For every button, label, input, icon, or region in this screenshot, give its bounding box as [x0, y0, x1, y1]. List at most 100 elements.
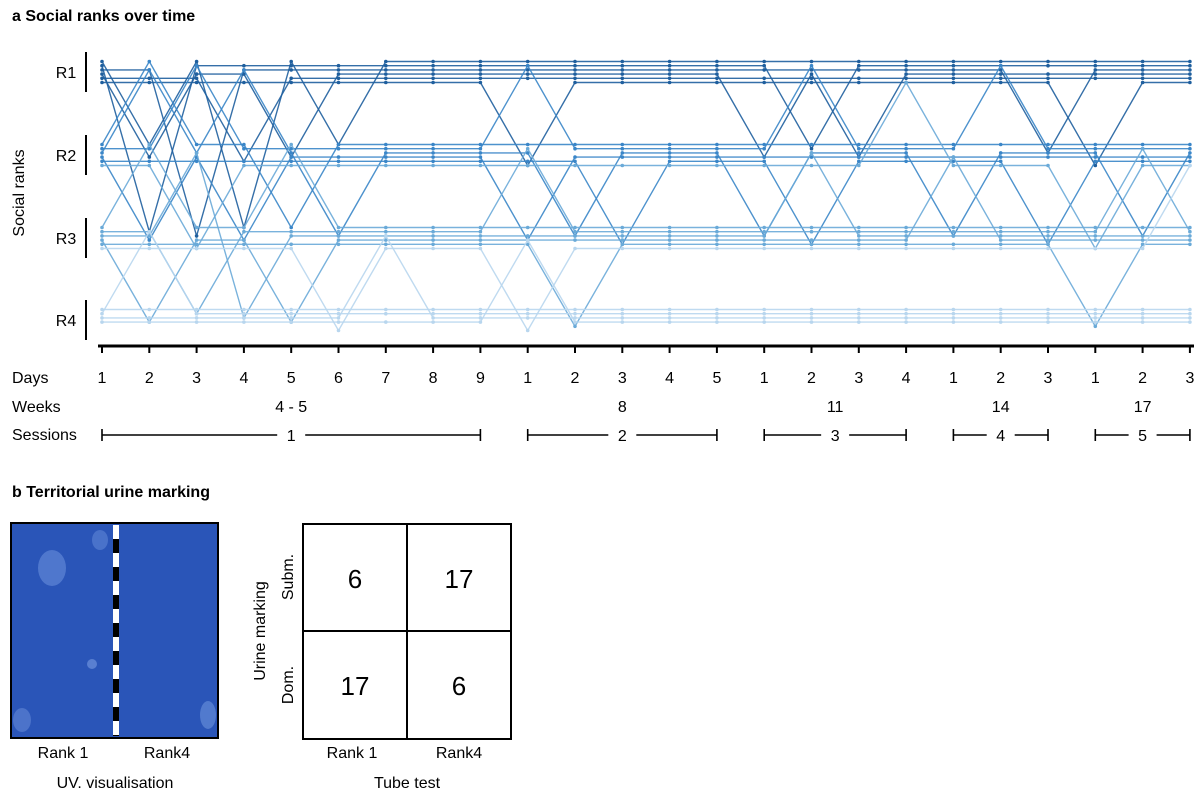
rank-point	[289, 80, 294, 85]
rank-point	[904, 142, 908, 147]
rank-point	[1046, 59, 1050, 64]
rank-point	[289, 246, 294, 251]
rank-point	[998, 307, 1003, 312]
rank-point	[1046, 155, 1050, 159]
rank-point	[762, 163, 766, 168]
rank-point	[336, 234, 341, 238]
rank-point	[1046, 234, 1050, 238]
rank-point	[147, 142, 152, 147]
rank-point	[1140, 146, 1145, 151]
rank-point	[1188, 63, 1192, 68]
rank-point	[100, 80, 104, 85]
rank-point	[998, 316, 1003, 320]
week-label: 8	[618, 399, 627, 416]
rank-point	[384, 146, 388, 151]
rank-point	[857, 76, 861, 81]
rank-point	[100, 151, 104, 155]
rank-point	[809, 229, 814, 234]
rank-point	[573, 238, 577, 242]
rank-point	[620, 68, 625, 72]
rank-point	[715, 246, 719, 251]
day-label: 6	[334, 370, 343, 387]
rank-point	[1140, 72, 1145, 76]
rank-point	[100, 307, 104, 312]
rank-point	[809, 311, 814, 316]
rank-point	[194, 225, 199, 230]
rank-point	[336, 142, 341, 147]
rank-point	[147, 80, 152, 85]
rank-point	[336, 242, 341, 247]
rank-point	[1093, 311, 1098, 316]
rank-point	[1188, 163, 1192, 168]
rank-point	[667, 59, 672, 64]
rank-point	[1140, 163, 1145, 168]
rank-point	[857, 242, 861, 247]
week-label: 17	[1134, 399, 1152, 416]
rank-point	[762, 76, 766, 81]
table-x-label: Tube test	[374, 775, 441, 792]
rank-point	[620, 151, 625, 155]
rank-point	[289, 229, 294, 234]
rank-point	[951, 142, 956, 147]
rank-point	[336, 316, 341, 320]
rank-point	[147, 234, 152, 238]
rank-point	[762, 316, 766, 320]
rank-point	[478, 59, 483, 64]
rank-point	[1188, 234, 1192, 238]
panel-a-title: a Social ranks over time	[12, 8, 196, 25]
rank-point	[525, 59, 530, 64]
day-label: 3	[854, 370, 863, 387]
rank-point	[762, 59, 766, 64]
rank-point	[194, 311, 199, 316]
rank-point	[242, 316, 246, 320]
rank-point	[147, 155, 152, 159]
table-y-label: Urine marking	[252, 581, 269, 681]
rank-point	[857, 246, 861, 251]
rank-series-line	[102, 165, 1191, 332]
rank-point	[573, 234, 577, 238]
rank-point	[1188, 68, 1192, 72]
uv-visualisation: Rank 1 Rank4 UV. visualisation	[10, 522, 219, 792]
rank-point	[100, 238, 104, 242]
rank-point	[1093, 225, 1098, 230]
rank-point	[857, 225, 861, 230]
rank-point	[1188, 229, 1192, 234]
rank-point	[194, 80, 199, 85]
row-label: Dom.	[280, 666, 297, 704]
rank-point	[762, 63, 766, 68]
rank-point	[904, 307, 908, 312]
rank-point	[667, 72, 672, 76]
rank-point	[762, 142, 766, 147]
rank-series-line	[102, 238, 1190, 323]
rank-point	[336, 311, 341, 316]
rank-point	[194, 142, 199, 147]
day-label: 2	[145, 370, 154, 387]
rank-point	[715, 68, 719, 72]
rank-point	[289, 159, 294, 164]
rank-point	[289, 307, 294, 312]
rank-point	[289, 316, 294, 320]
rank-point	[1188, 242, 1192, 247]
rank-point	[857, 146, 861, 151]
rank-point	[525, 307, 530, 312]
rank-point	[478, 146, 483, 151]
rank-point	[1046, 320, 1050, 324]
rank-point	[573, 80, 577, 85]
rank-point	[998, 225, 1003, 230]
rank-point	[242, 225, 246, 230]
rank-point	[431, 307, 435, 312]
rank-series-line	[102, 69, 1190, 239]
rank-point	[620, 225, 625, 230]
rank-point	[478, 155, 483, 159]
day-label: 3	[1044, 370, 1053, 387]
rank-point	[1188, 146, 1192, 151]
rank-point	[1093, 229, 1098, 234]
rank-point	[478, 163, 483, 168]
rank-point	[100, 155, 104, 159]
rank-point	[904, 72, 908, 76]
rank-point	[289, 68, 294, 72]
rank-point	[998, 242, 1003, 247]
rank-point	[194, 234, 199, 238]
rank-point	[998, 142, 1003, 147]
rank-point	[1046, 225, 1050, 230]
